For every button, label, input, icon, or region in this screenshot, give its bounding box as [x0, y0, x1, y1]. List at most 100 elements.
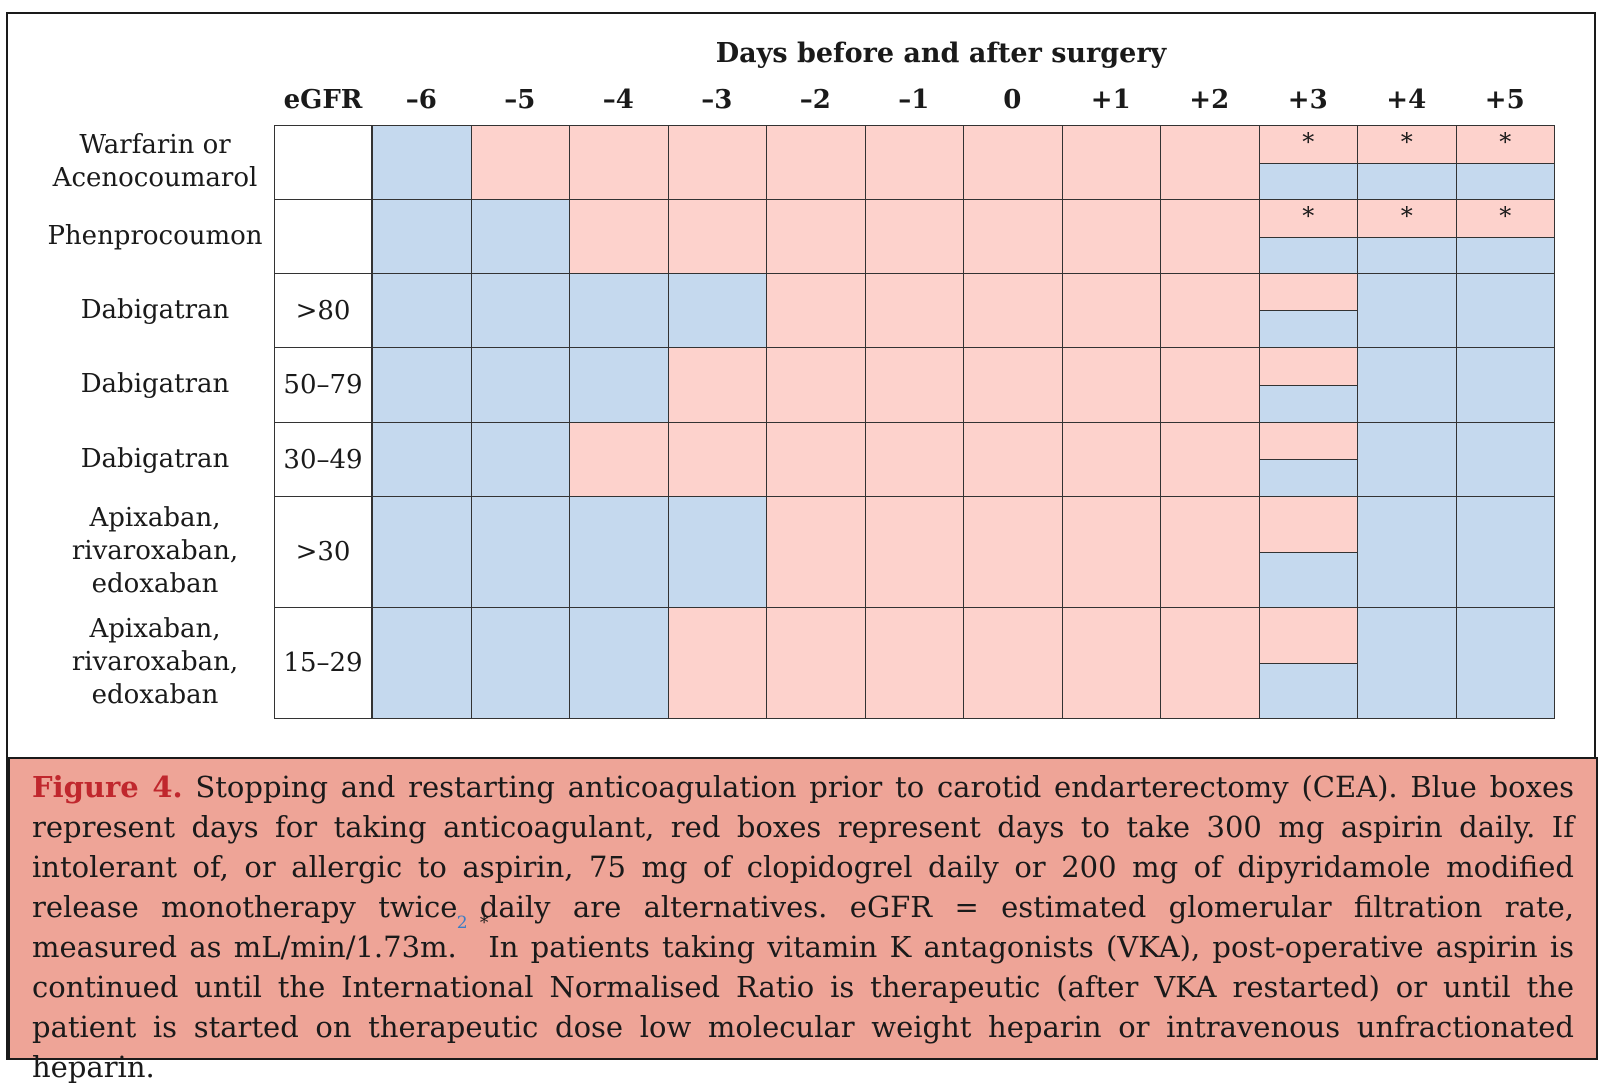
aspirin-day-cell [963, 496, 1063, 608]
aspirin-day-cell [1061, 422, 1161, 497]
aspirin-day-cell [667, 347, 767, 423]
anticoagulant-day-cell [372, 496, 472, 608]
anticoagulant-day-cell [372, 273, 472, 348]
aspirin-day-cell [1160, 125, 1260, 200]
aspirin-day-cell [1258, 422, 1358, 460]
egfr-cell: 50–79 [274, 347, 372, 423]
aspirin-day-cell [569, 422, 669, 497]
drug-label: Apixaban, rivaroxaban, edoxaban [71, 614, 239, 710]
day-header: –5 [504, 85, 536, 115]
anticoagulant-day-cell [470, 273, 570, 348]
anticoagulant-day-cell [569, 347, 669, 423]
drug-label: Warfarin or Acenocoumarol [52, 130, 258, 193]
anticoagulant-day-cell [667, 273, 767, 348]
aspirin-day-cell [667, 422, 767, 497]
aspirin-day-cell [963, 422, 1063, 497]
anticoagulant-day-cell [1258, 163, 1358, 200]
anticoagulant-day-cell [372, 199, 472, 274]
aspirin-day-cell: * [1258, 199, 1358, 238]
aspirin-day-cell [766, 496, 866, 608]
anticoagulant-day-cell [470, 347, 570, 423]
aspirin-day-cell: * [1258, 125, 1358, 164]
anticoagulant-day-cell [470, 422, 570, 497]
anticoagulant-day-cell [1357, 237, 1457, 274]
aspirin-day-cell [864, 125, 964, 200]
egfr-cell: >80 [274, 273, 372, 348]
aspirin-day-cell [963, 273, 1063, 348]
aspirin-day-cell [1061, 607, 1161, 719]
caption-star: * [479, 913, 489, 933]
aspirin-day-cell [864, 607, 964, 719]
aspirin-day-cell [667, 125, 767, 200]
egfr-cell: 30–49 [274, 422, 372, 497]
anticoagulant-day-cell [470, 607, 570, 719]
anticoagulant-day-cell [1258, 552, 1358, 608]
day-header: –1 [898, 85, 930, 115]
anticoagulant-day-cell [1258, 237, 1358, 274]
egfr-column-header: eGFR [283, 85, 363, 115]
anticoagulant-day-cell [470, 496, 570, 608]
egfr-cell: >30 [274, 496, 372, 608]
day-header: 0 [1003, 85, 1022, 115]
aspirin-day-cell [1258, 607, 1358, 664]
anticoagulant-day-cell [1357, 347, 1457, 423]
anticoagulant-day-cell [1455, 347, 1555, 423]
day-header: –2 [799, 85, 831, 115]
caption-figure-label: Figure 4. [32, 770, 183, 804]
aspirin-day-cell [1160, 199, 1260, 274]
anticoagulant-day-cell [372, 347, 472, 423]
anticoagulant-day-cell [569, 607, 669, 719]
drug-label: Apixaban, rivaroxaban, edoxaban [71, 503, 239, 599]
aspirin-day-cell [569, 199, 669, 274]
aspirin-day-cell: * [1357, 199, 1457, 238]
anticoagulant-day-cell [569, 273, 669, 348]
aspirin-day-cell [864, 496, 964, 608]
anticoagulant-day-cell [1455, 273, 1555, 348]
aspirin-day-cell [1258, 273, 1358, 311]
aspirin-day-cell [864, 199, 964, 274]
day-header: +2 [1189, 85, 1230, 115]
aspirin-day-cell [864, 422, 964, 497]
aspirin-day-cell [1160, 607, 1260, 719]
anticoagulant-day-cell [1357, 607, 1457, 719]
day-header: +1 [1090, 85, 1131, 115]
anticoagulant-day-cell [470, 199, 570, 274]
drug-label: Dabigatran [80, 294, 230, 325]
aspirin-day-cell [1160, 347, 1260, 423]
anticoagulant-day-cell [1258, 385, 1358, 423]
anticoagulant-day-cell [1357, 422, 1457, 497]
anticoagulant-day-cell [372, 607, 472, 719]
aspirin-day-cell [963, 607, 1063, 719]
aspirin-day-cell [1061, 496, 1161, 608]
aspirin-day-cell [1061, 347, 1161, 423]
day-header: +4 [1386, 85, 1427, 115]
aspirin-day-cell [1258, 347, 1358, 386]
aspirin-day-cell: * [1455, 125, 1555, 164]
anticoagulant-day-cell [372, 422, 472, 497]
drug-label: Dabigatran [80, 369, 230, 399]
caption-reference[interactable]: 2 [456, 913, 468, 933]
aspirin-day-cell [766, 422, 866, 497]
aspirin-day-cell [1160, 496, 1260, 608]
aspirin-day-cell: * [1357, 125, 1457, 164]
aspirin-day-cell [963, 199, 1063, 274]
aspirin-day-cell [766, 125, 866, 200]
day-header: +5 [1484, 85, 1525, 115]
aspirin-day-cell [1258, 496, 1358, 553]
anticoagulant-day-cell [1258, 310, 1358, 348]
aspirin-day-cell [864, 273, 964, 348]
days-axis-title: Days before and after surgery [715, 38, 1167, 69]
caption-text-part1: Stopping and restarting anticoagulation … [32, 770, 1574, 964]
aspirin-day-cell [1160, 422, 1260, 497]
anticoagulant-day-cell [1455, 422, 1555, 497]
aspirin-day-cell [667, 607, 767, 719]
aspirin-day-cell [1061, 273, 1161, 348]
anticoagulant-day-cell [1357, 273, 1457, 348]
aspirin-day-cell [766, 607, 866, 719]
aspirin-day-cell [470, 125, 570, 200]
aspirin-day-cell [569, 125, 669, 200]
anticoagulant-day-cell [1258, 663, 1358, 719]
anticoagulant-day-cell [667, 496, 767, 608]
anticoagulant-day-cell [1455, 496, 1555, 608]
aspirin-day-cell [963, 125, 1063, 200]
